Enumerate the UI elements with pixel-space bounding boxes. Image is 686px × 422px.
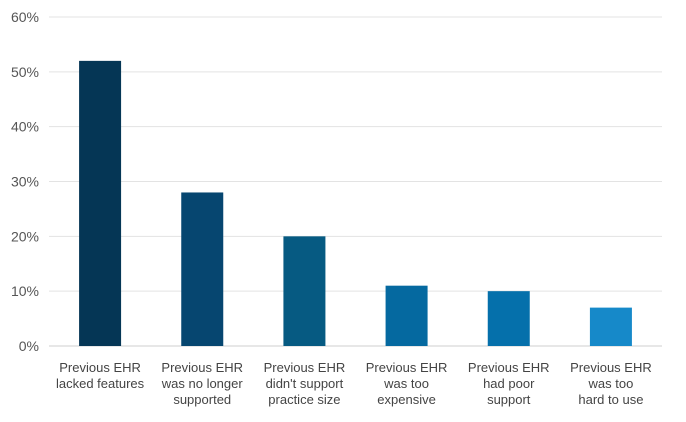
bar (283, 236, 326, 346)
x-category-label-line: Previous EHR (59, 360, 141, 375)
bar (385, 285, 428, 346)
y-tick-label: 30% (11, 174, 39, 190)
bars (79, 60, 632, 346)
x-category-label: Previous EHR lacked features (56, 360, 145, 391)
y-tick-label: 50% (11, 64, 39, 80)
gridlines (49, 16, 662, 347)
x-category-label-line: Previous EHR (366, 360, 448, 375)
y-tick-label: 40% (11, 119, 39, 135)
y-tick-label: 10% (11, 283, 39, 299)
x-category-label: Previous EHR had poor support (468, 360, 550, 407)
x-category-label-line: supported (173, 392, 231, 407)
x-category-label-line: was too (383, 376, 429, 391)
y-tick-label: 20% (11, 228, 39, 244)
y-axis-ticks: 0% 10% 20% 30% 40% 50% 60% (11, 9, 39, 354)
x-category-label-line: Previous EHR (468, 360, 550, 375)
x-category-label-line: Previous EHR (570, 360, 652, 375)
x-category-label-line: was no longer (161, 376, 244, 391)
x-category-label: Previous EHR didn't support practice size (264, 360, 346, 407)
y-tick-label: 0% (19, 338, 39, 354)
x-category-label-line: lacked features (56, 376, 145, 391)
x-category-label-line: Previous EHR (264, 360, 346, 375)
bar (589, 307, 632, 346)
x-category-label-line: Previous EHR (161, 360, 243, 375)
y-tick-label: 60% (11, 9, 39, 25)
bar (487, 291, 530, 346)
bar (79, 60, 122, 346)
x-category-label: Previous EHR was too hard to use (570, 360, 652, 407)
x-category-label-line: support (487, 392, 531, 407)
x-category-label-line: hard to use (578, 392, 643, 407)
x-category-label-line: practice size (268, 392, 340, 407)
x-category-label: Previous EHR was too expensive (366, 360, 448, 407)
x-category-label: Previous EHR was no longer supported (161, 360, 244, 407)
bar (181, 192, 224, 346)
x-category-label-line: had poor (483, 376, 535, 391)
x-category-label-line: expensive (377, 392, 436, 407)
x-category-label-line: didn't support (266, 376, 344, 391)
x-category-label-line: was too (588, 376, 634, 391)
